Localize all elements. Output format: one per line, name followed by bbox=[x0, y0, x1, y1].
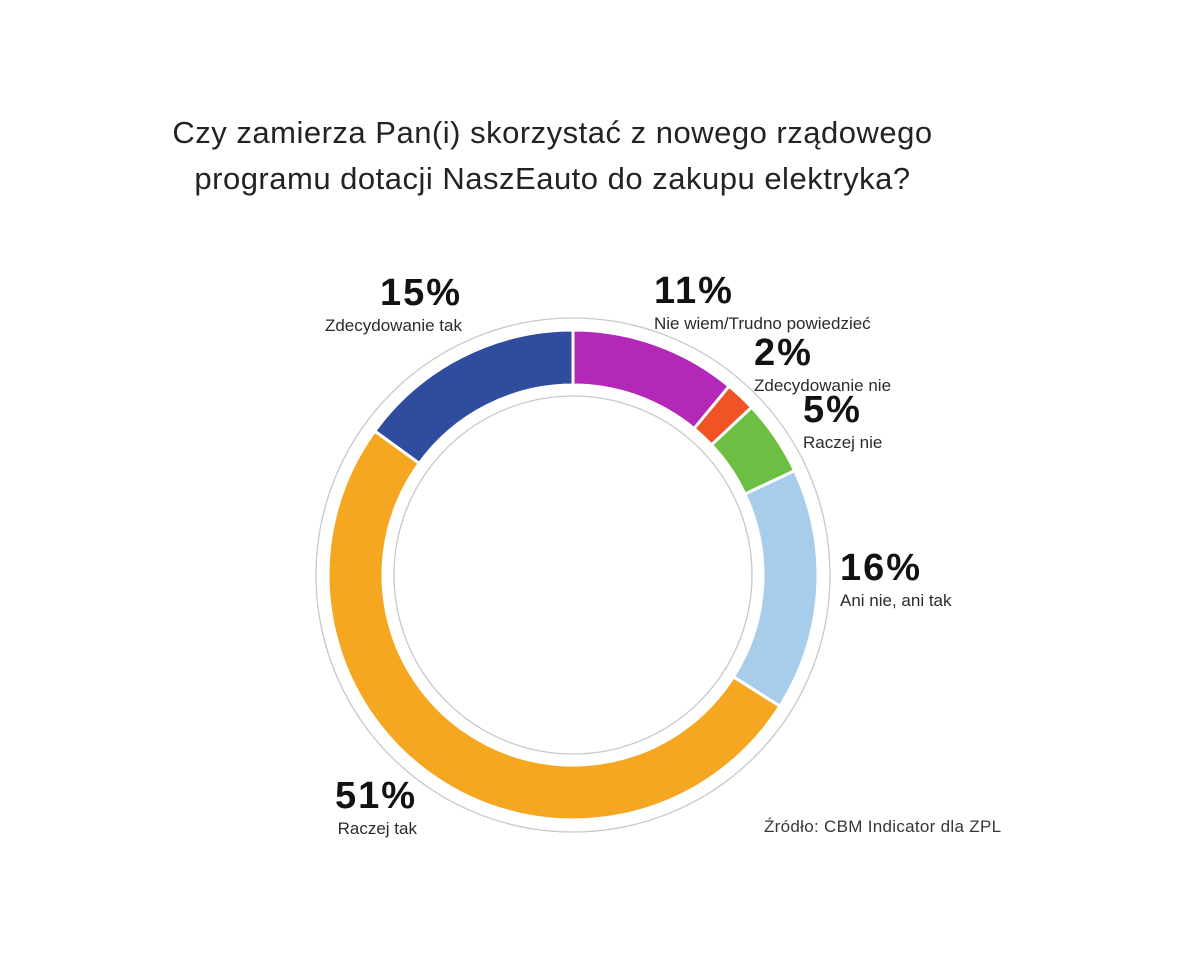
callout-zdecydowanie-nie: 2% Zdecydowanie nie bbox=[754, 332, 892, 396]
segment-label: Zdecydowanie tak bbox=[324, 315, 462, 335]
segment-value: 16% bbox=[840, 547, 923, 589]
callout-raczej-tak: 51% Raczej tak bbox=[334, 775, 417, 839]
guide-circle bbox=[393, 395, 753, 755]
segment-label: Raczej nie bbox=[803, 432, 883, 452]
donut-chart bbox=[223, 225, 923, 925]
chart-title: Czy zamierza Pan(i) skorzystać z nowego … bbox=[60, 110, 1045, 202]
donut-segment-zdecydowanie-tak bbox=[373, 328, 575, 465]
segment-label: Zdecydowanie nie bbox=[754, 375, 892, 395]
segment-value: 5% bbox=[803, 389, 862, 431]
segment-value: 15% bbox=[379, 272, 462, 314]
chart-title-line1: Czy zamierza Pan(i) skorzystać z nowego … bbox=[172, 115, 933, 150]
segment-label: Raczej tak bbox=[337, 818, 417, 838]
segment-label: Nie wiem/Trudno powiedzieć bbox=[654, 313, 871, 333]
segment-label: Ani nie, ani tak bbox=[840, 590, 952, 610]
guide-circle bbox=[315, 317, 831, 833]
callout-ani-nie-ani-tak: 16% Ani nie, ani tak bbox=[840, 547, 952, 611]
donut-segment-raczej-tak bbox=[326, 429, 782, 822]
source-note: Źródło: CBM Indicator dla ZPL bbox=[764, 817, 1002, 836]
segment-value: 11% bbox=[654, 270, 734, 312]
callout-nie-wiem: 11% Nie wiem/Trudno powiedzieć bbox=[654, 270, 871, 334]
segment-value: 51% bbox=[334, 775, 417, 817]
chart-title-line2: programu dotacji NaszEauto do zakupu ele… bbox=[194, 160, 911, 196]
donut-segment-ani-nie-ani-tak bbox=[731, 469, 820, 708]
callout-raczej-nie: 5% Raczej nie bbox=[803, 389, 883, 453]
donut-svg bbox=[315, 317, 831, 833]
callout-zdecydowanie-tak: 15% Zdecydowanie tak bbox=[324, 272, 462, 336]
segment-value: 2% bbox=[754, 332, 813, 374]
